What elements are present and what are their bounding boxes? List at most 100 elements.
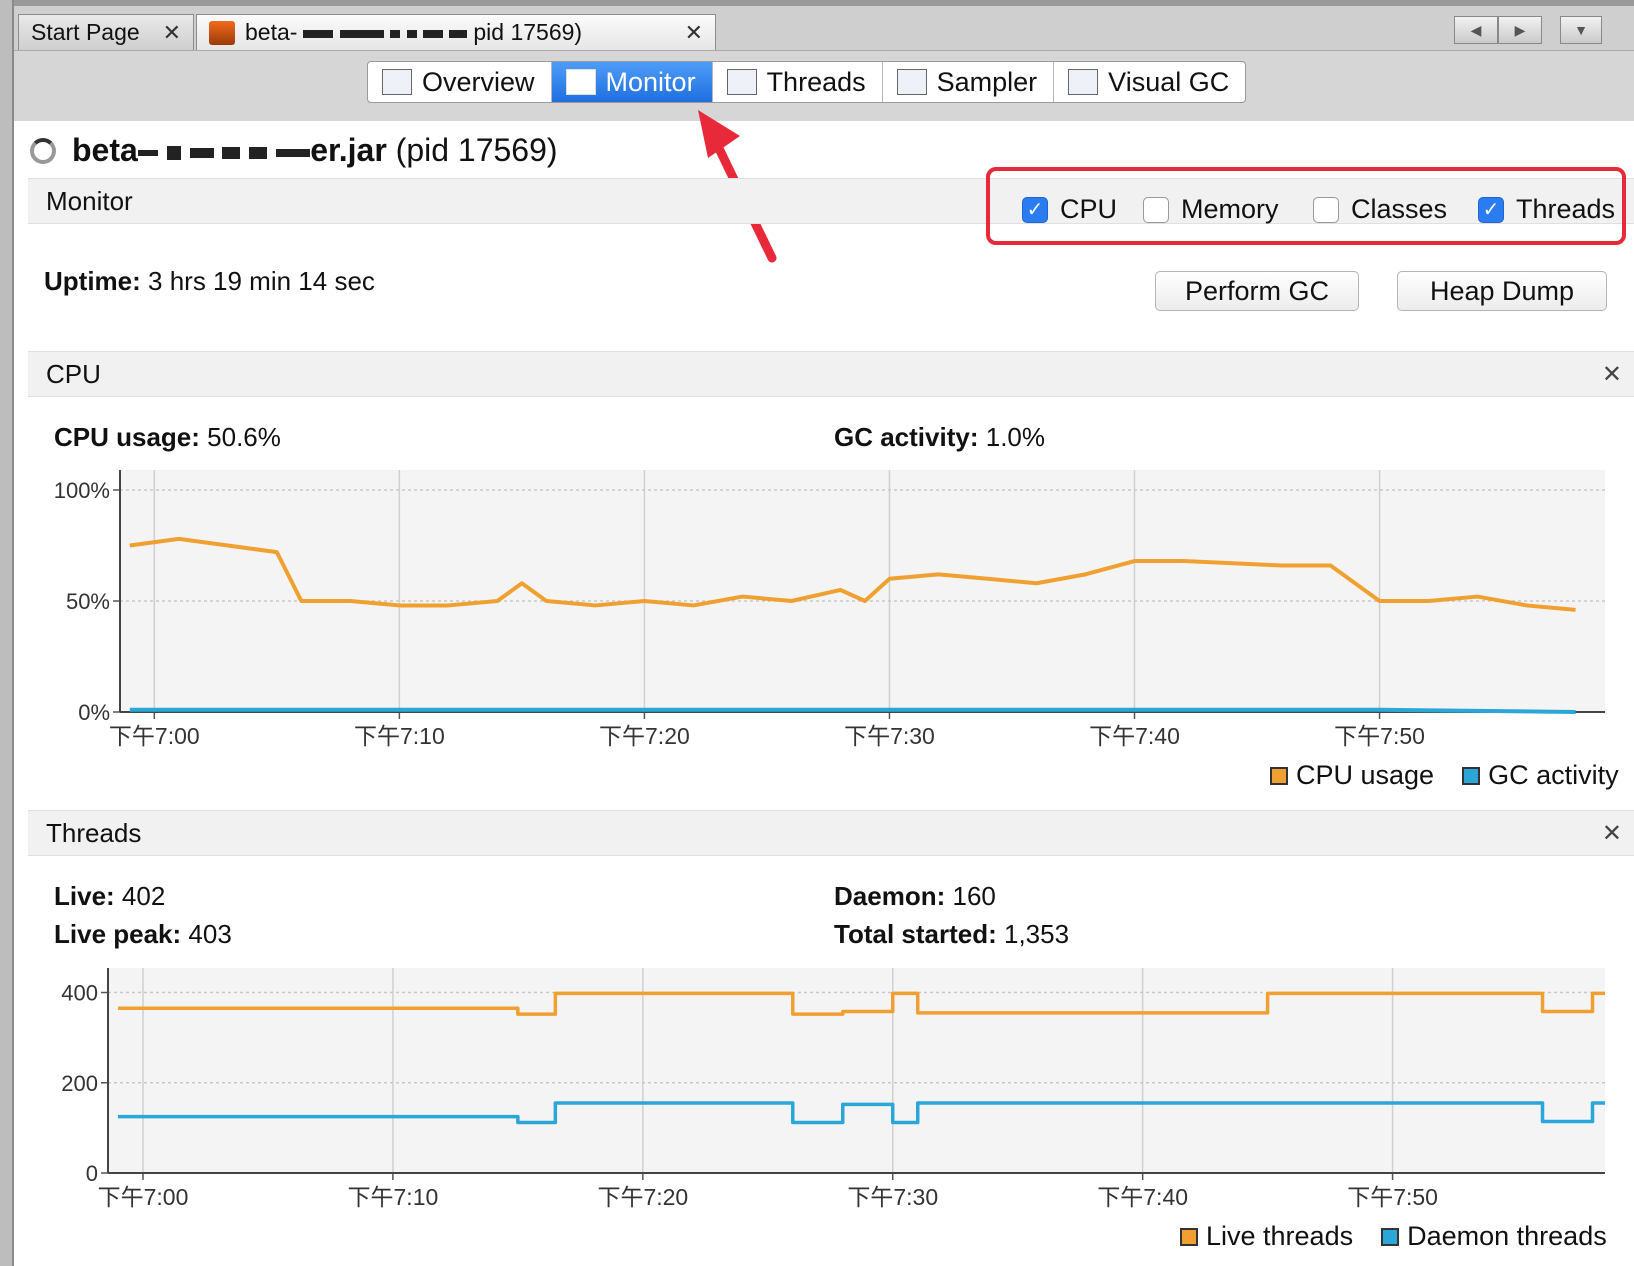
- gc-activity-swatch: [1462, 766, 1481, 785]
- java-app-icon: [209, 20, 235, 45]
- scroll-left-button[interactable]: ◀: [1454, 16, 1498, 44]
- uptime: Uptime: 3 hrs 19 min 14 sec: [44, 266, 375, 297]
- monitor-section-header: Monitor: [28, 178, 1634, 224]
- y-tick-label: 400: [61, 981, 98, 1006]
- plot-area: [108, 968, 1605, 1173]
- x-tick-label: 下午7:00: [98, 1184, 189, 1210]
- y-tick-label: 100%: [54, 478, 110, 503]
- scroll-right-button[interactable]: ▶: [1498, 16, 1542, 44]
- loading-spinner-icon: [30, 138, 56, 164]
- stat-value: 50.6%: [207, 422, 281, 452]
- live-peak-stat: Live peak: 403: [54, 919, 232, 950]
- page-title: beta er.jar (pid 17569): [72, 132, 558, 169]
- button-label: Heap Dump: [1429, 275, 1575, 306]
- doc-tab-start-page[interactable]: Start Page ✕: [18, 14, 194, 50]
- x-tick-label: 下午7:10: [354, 723, 445, 747]
- cpu-usage-stat: CPU usage: 50.6%: [54, 422, 281, 453]
- legend-label: GC activity: [1488, 760, 1619, 790]
- y-tick-label: 0: [86, 1161, 98, 1186]
- tab-label: Overview: [422, 66, 535, 97]
- checkbox-label: Threads: [1516, 194, 1616, 224]
- series-line-cpu-usage: [129, 536, 1576, 612]
- legend-label: Daemon threads: [1407, 1221, 1607, 1251]
- heap-dump-button[interactable]: Heap Dump: [1397, 271, 1607, 311]
- x-tick-label: 下午7:00: [109, 723, 200, 747]
- perform-gc-button[interactable]: Perform GC: [1155, 271, 1359, 311]
- threads-checkbox[interactable]: ✓ Threads: [1478, 194, 1615, 225]
- close-icon[interactable]: ✕: [1601, 360, 1622, 388]
- stat-label: Daemon:: [834, 881, 946, 911]
- checkbox-empty: [1313, 196, 1339, 223]
- x-tick-label: 下午7:40: [1089, 723, 1180, 747]
- checkbox-label: Memory: [1181, 194, 1279, 224]
- tab-threads[interactable]: Threads: [713, 62, 883, 102]
- stat-label: Total started:: [834, 919, 997, 949]
- tab-overview[interactable]: Overview: [368, 62, 552, 102]
- redacted-text: [303, 19, 468, 46]
- threads-icon: [726, 69, 757, 95]
- doc-tab-process[interactable]: beta- pid 17569) ✕: [196, 14, 716, 50]
- doc-tab-label-tail: pid 17569): [473, 19, 583, 45]
- window-top-border: [0, 0, 1634, 6]
- x-tick-label: 下午7:20: [597, 1184, 688, 1210]
- x-tick-label: 下午7:40: [1097, 1184, 1188, 1210]
- series-line-gc-activity: [129, 707, 1576, 714]
- cpu-legend: CPU usage GC activity: [1270, 760, 1619, 791]
- series-line-daemon-threads: [117, 1101, 1605, 1125]
- visual-gc-icon: [1068, 69, 1099, 95]
- stat-value: 160: [952, 881, 996, 911]
- uptime-label: Uptime:: [44, 266, 141, 296]
- stat-label: Live:: [54, 881, 115, 911]
- x-tick-label: 下午7:20: [599, 723, 690, 747]
- stat-label: CPU usage:: [54, 422, 200, 452]
- x-tick-label: 下午7:10: [348, 1184, 439, 1210]
- total-started-stat: Total started: 1,353: [834, 919, 1069, 950]
- cpu-usage-swatch: [1270, 766, 1288, 785]
- sampler-icon: [896, 69, 927, 95]
- tab-monitor[interactable]: Monitor: [551, 62, 713, 102]
- tab-list-dropdown-button[interactable]: ▼: [1560, 16, 1602, 44]
- stat-value: 403: [188, 919, 232, 949]
- live-threads-swatch: [1180, 1227, 1198, 1246]
- left-window-edge: [0, 0, 14, 1266]
- tab-label: Threads: [766, 66, 866, 97]
- stat-label: GC activity:: [834, 422, 979, 452]
- tab-sampler[interactable]: Sampler: [883, 62, 1055, 102]
- monitor-icon: [565, 69, 596, 95]
- daemon-stat: Daemon: 160: [834, 881, 996, 912]
- live-threads-stat: Live: 402: [54, 881, 165, 912]
- tab-label: Sampler: [936, 66, 1038, 97]
- cpu-panel-header: CPU ✕: [28, 351, 1634, 397]
- x-tick-label: 下午7:50: [1334, 723, 1425, 747]
- close-icon[interactable]: ✕: [684, 19, 703, 45]
- checkbox-empty: [1143, 196, 1169, 223]
- daemon-threads-swatch: [1381, 1227, 1400, 1246]
- section-title: CPU: [46, 358, 101, 389]
- section-title: Threads: [46, 817, 142, 848]
- overview-icon: [382, 69, 412, 95]
- button-label: Perform GC: [1184, 275, 1330, 306]
- legend-label: CPU usage: [1296, 760, 1435, 790]
- close-icon[interactable]: ✕: [1601, 819, 1622, 847]
- checkbox-label: Classes: [1351, 194, 1448, 224]
- threads-panel-header: Threads ✕: [28, 810, 1634, 856]
- stat-value: 1.0%: [985, 422, 1045, 452]
- title-pid: (pid 17569): [395, 132, 558, 168]
- classes-checkbox[interactable]: Classes: [1313, 194, 1447, 225]
- close-icon[interactable]: ✕: [162, 19, 181, 45]
- y-tick-label: 0%: [78, 700, 110, 725]
- legend-label: Live threads: [1206, 1221, 1354, 1251]
- tab-visual-gc[interactable]: Visual GC: [1054, 62, 1245, 102]
- memory-checkbox[interactable]: Memory: [1143, 194, 1279, 225]
- series-line-live-threads: [117, 991, 1605, 1016]
- cpu-checkbox[interactable]: ✓ CPU: [1022, 194, 1117, 225]
- plot-area: [120, 470, 1605, 712]
- uptime-value: 3 hrs 19 min 14 sec: [148, 266, 375, 296]
- check-icon: ✓: [1478, 196, 1504, 223]
- y-tick-label: 50%: [66, 589, 110, 614]
- threads-chart: 下午7:00 下午7:10 下午7:20 下午7:30 下午7:40 下午7:50 0 200…: [61, 968, 1605, 1210]
- view-tabs: Overview Monitor Threads Sampler Visual …: [367, 61, 1247, 103]
- section-title: Monitor: [46, 185, 133, 216]
- stat-label: Live peak:: [54, 919, 182, 949]
- checkbox-label: CPU: [1060, 194, 1118, 224]
